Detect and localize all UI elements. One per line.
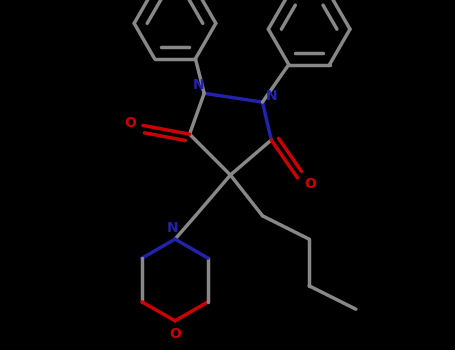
Text: O: O bbox=[169, 327, 181, 341]
Text: N: N bbox=[192, 78, 204, 92]
Text: N: N bbox=[166, 220, 178, 234]
Text: O: O bbox=[124, 116, 136, 130]
Text: N: N bbox=[265, 89, 277, 103]
Text: O: O bbox=[304, 177, 316, 191]
